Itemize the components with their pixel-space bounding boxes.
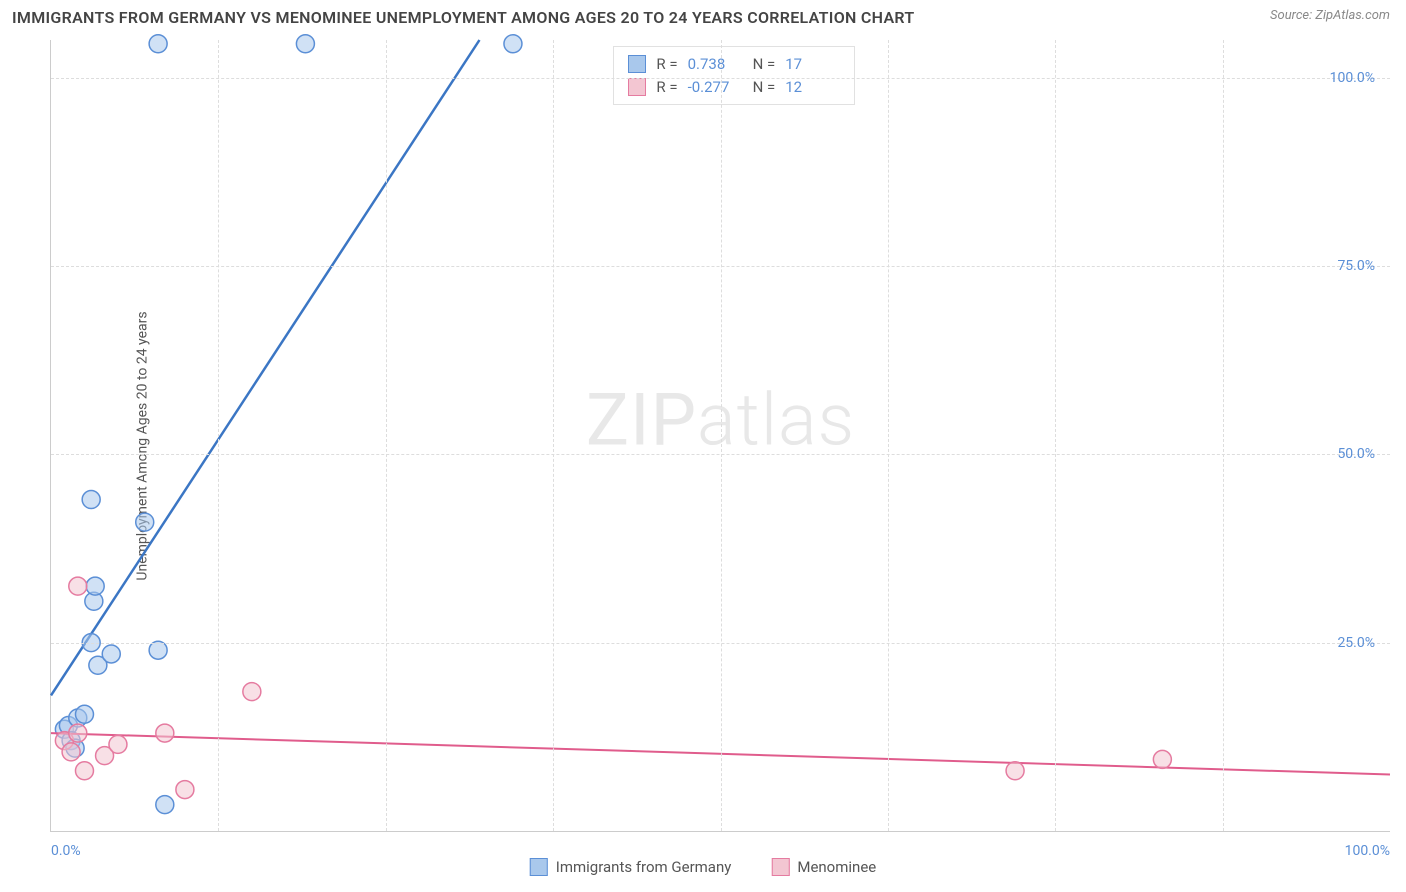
scatter-point xyxy=(75,705,93,723)
scatter-point xyxy=(136,513,154,531)
chart-title: IMMIGRANTS FROM GERMANY VS MENOMINEE UNE… xyxy=(12,8,915,27)
legend-swatch xyxy=(628,78,646,96)
scatter-point xyxy=(156,796,174,814)
grid-line-v xyxy=(1223,40,1224,831)
legend-swatch xyxy=(530,858,548,876)
scatter-point xyxy=(62,743,80,761)
grid-line-v xyxy=(888,40,889,831)
y-tick-label: 25.0% xyxy=(1337,635,1375,651)
grid-line-v xyxy=(721,40,722,831)
legend-label: Menominee xyxy=(797,858,876,876)
source-attribution: Source: ZipAtlas.com xyxy=(1270,8,1390,23)
scatter-point xyxy=(69,724,87,742)
legend-stats-box: R = 0.738 N = 17 R = -0.277 N = 12 xyxy=(613,46,855,105)
r-label: R = xyxy=(656,76,677,99)
scatter-point xyxy=(75,762,93,780)
scatter-point xyxy=(176,781,194,799)
grid-line-v xyxy=(218,40,219,831)
r-value: -0.277 xyxy=(688,76,743,99)
legend-swatch xyxy=(771,858,789,876)
n-label: N = xyxy=(753,76,776,99)
scatter-point xyxy=(69,577,87,595)
legend-swatch xyxy=(628,55,646,73)
scatter-point xyxy=(102,645,120,663)
legend-stats-row: R = -0.277 N = 12 xyxy=(628,76,840,99)
legend-stats-row: R = 0.738 N = 17 xyxy=(628,53,840,76)
regression-line xyxy=(51,40,479,695)
scatter-point xyxy=(243,683,261,701)
x-tick-label: 100.0% xyxy=(1345,843,1390,859)
scatter-point xyxy=(296,35,314,53)
scatter-point xyxy=(504,35,522,53)
x-tick-label: 0.0% xyxy=(51,843,81,859)
scatter-point xyxy=(1006,762,1024,780)
legend-label: Immigrants from Germany xyxy=(556,858,732,876)
scatter-point xyxy=(109,735,127,753)
scatter-point xyxy=(149,35,167,53)
n-label: N = xyxy=(753,53,776,76)
scatter-point xyxy=(1153,750,1171,768)
r-label: R = xyxy=(656,53,677,76)
grid-line-v xyxy=(386,40,387,831)
y-tick-label: 100.0% xyxy=(1330,70,1375,86)
y-tick-label: 75.0% xyxy=(1337,258,1375,274)
scatter-point xyxy=(82,491,100,509)
header: IMMIGRANTS FROM GERMANY VS MENOMINEE UNE… xyxy=(0,0,1406,31)
chart-plot-area: ZIPatlas R =0.738N =17R =-0.277N =12 25.… xyxy=(50,40,1390,832)
bottom-legend-item: Immigrants from Germany xyxy=(530,858,732,876)
n-value: 12 xyxy=(785,76,840,99)
grid-line-v xyxy=(1055,40,1056,831)
grid-line-v xyxy=(553,40,554,831)
scatter-point xyxy=(156,724,174,742)
r-value: 0.738 xyxy=(688,53,743,76)
bottom-legend: Immigrants from Germany Menominee xyxy=(530,858,876,876)
bottom-legend-item: Menominee xyxy=(771,858,876,876)
y-tick-label: 50.0% xyxy=(1337,446,1375,462)
scatter-point xyxy=(149,641,167,659)
n-value: 17 xyxy=(785,53,840,76)
scatter-point xyxy=(86,577,104,595)
